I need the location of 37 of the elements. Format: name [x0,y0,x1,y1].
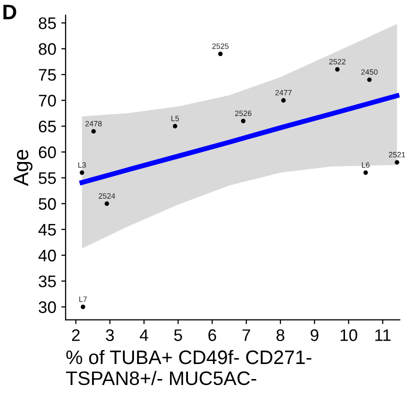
x-tick-label: 9 [310,329,318,342]
point [335,67,340,72]
point [363,170,368,175]
point [218,52,223,56]
y-tick-label: 60 [38,146,56,158]
x-axis-title: % of TUBA+ CD49f- CD271- TSPAN8+/- MUC5AC- [66,350,312,386]
x-tick-label: 8 [276,329,284,342]
x-tick-label: 11 [375,329,391,341]
point [80,170,84,175]
point [394,160,400,165]
x-tick-label: 5 [174,329,182,342]
y-tick-label: 40 [38,250,56,262]
x-tick-label: 6 [208,329,216,342]
y-tick-label: 35 [38,275,56,288]
y-tick-label: 70 [38,94,56,107]
point [172,124,178,128]
text: D [3,4,16,20]
y-tick-label: 65 [38,120,56,132]
y-tick-label: 55 [38,172,56,184]
point [281,98,286,103]
point [104,201,110,206]
y-tick-label: 50 [38,198,56,210]
y-tick-label: 85 [38,17,56,30]
x-tick-label: 10 [340,329,358,342]
x-tick-label: 7 [242,329,250,341]
x-tick-label: 3 [106,329,114,342]
point [240,118,246,124]
y-axis-title: Age [14,150,32,186]
point [91,129,96,134]
x-tick-label: 4 [140,329,148,341]
y-tick-label: 75 [38,69,56,81]
y-tick-label: 30 [38,301,56,314]
point [80,304,86,310]
point [367,77,372,82]
y-tick-label: 80 [38,43,56,55]
x-tick-label: 2 [72,329,80,341]
y-tick-label: 45 [38,224,56,236]
